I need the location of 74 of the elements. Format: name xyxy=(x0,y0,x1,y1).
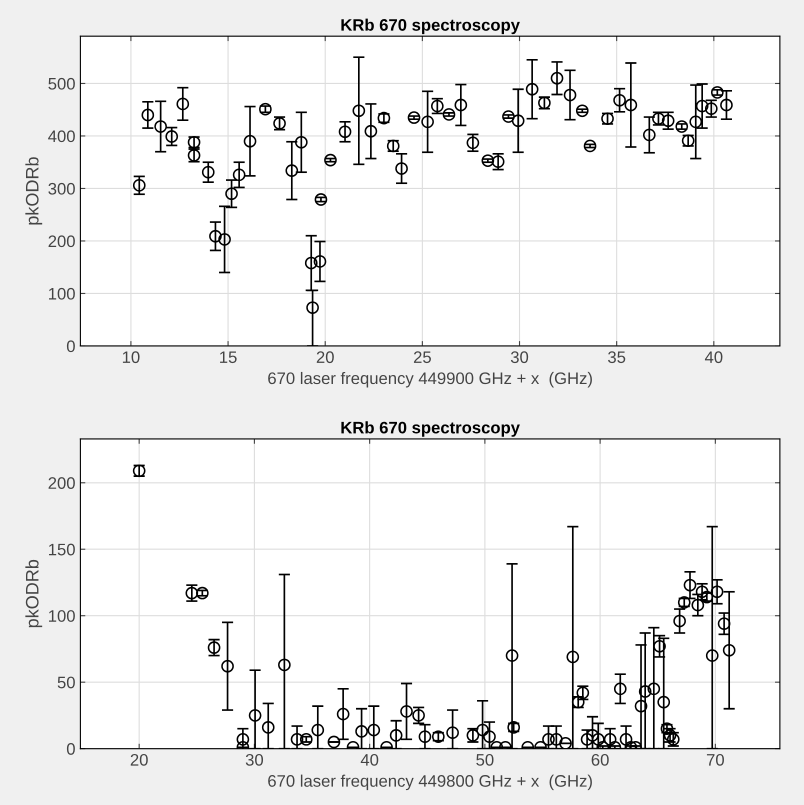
x-tick-label: 10 xyxy=(122,351,140,364)
y-axis-title: pkODRb xyxy=(25,157,42,225)
x-tick-label: 20 xyxy=(130,754,148,766)
x-tick-label: 40 xyxy=(704,351,722,364)
point xyxy=(314,255,326,268)
point xyxy=(324,154,337,166)
point xyxy=(576,104,589,118)
point xyxy=(176,98,190,110)
point xyxy=(704,102,718,115)
point xyxy=(218,233,231,246)
chart-title: KRb 670 spectroscopy xyxy=(341,18,520,34)
y-tick-label: 0 xyxy=(66,340,75,352)
point xyxy=(624,98,638,112)
point xyxy=(720,98,733,112)
point xyxy=(564,88,576,102)
point xyxy=(306,301,319,314)
point xyxy=(454,98,468,112)
point xyxy=(154,120,167,133)
point xyxy=(395,162,408,175)
y-tick-label: 200 xyxy=(48,477,75,489)
point xyxy=(202,166,215,179)
x-tick-label: 50 xyxy=(476,754,494,766)
y-tick-label: 400 xyxy=(48,130,75,142)
point xyxy=(696,100,708,112)
point xyxy=(338,125,352,138)
x-tick-label: 15 xyxy=(220,351,237,364)
x-tick-label: 30 xyxy=(246,754,264,766)
point xyxy=(352,104,366,118)
x-tick-label: 25 xyxy=(414,351,431,364)
point xyxy=(244,134,256,148)
y-tick-label: 150 xyxy=(49,544,75,556)
point xyxy=(232,168,246,182)
y-axis-title: pkODRb xyxy=(25,560,42,628)
point xyxy=(662,114,674,128)
x-tick-label: 60 xyxy=(592,754,609,766)
point xyxy=(314,193,328,206)
point xyxy=(304,256,318,270)
point xyxy=(613,94,626,107)
point xyxy=(466,136,480,150)
y-tick-label: 0 xyxy=(66,743,75,755)
x-axis-title: 670 laser frequency 449900 GHz + x (GHz) xyxy=(268,372,592,388)
x-tick-label: 30 xyxy=(510,351,528,364)
point xyxy=(285,164,298,177)
point xyxy=(259,102,272,116)
y-tick-label: 100 xyxy=(49,610,75,622)
point xyxy=(689,115,702,128)
point xyxy=(225,187,238,200)
point xyxy=(550,72,564,85)
x-tick-label: 20 xyxy=(316,351,334,364)
y-tick-label: 100 xyxy=(49,288,75,300)
point xyxy=(408,111,420,124)
point xyxy=(526,82,538,96)
y-tick-label: 200 xyxy=(48,235,75,248)
point xyxy=(584,140,596,152)
x-tick-label: 40 xyxy=(360,754,378,766)
y-tick-label: 500 xyxy=(48,78,75,90)
point xyxy=(421,115,434,128)
y-tick-label: 300 xyxy=(48,182,75,195)
point xyxy=(642,128,656,142)
x-tick-label: 35 xyxy=(608,351,626,364)
point xyxy=(165,130,178,143)
point xyxy=(482,154,494,167)
point xyxy=(132,179,146,192)
point xyxy=(364,124,378,138)
x-tick-label: 70 xyxy=(706,754,724,766)
point xyxy=(142,108,154,122)
chart-title: KRb 670 spectroscopy xyxy=(341,421,520,437)
x-axis-title: 670 laser frequency 449800 GHz + x (GHz) xyxy=(268,774,592,790)
point xyxy=(492,155,504,168)
y-tick-label: 50 xyxy=(58,676,75,688)
point xyxy=(295,136,308,149)
point xyxy=(512,114,524,128)
point xyxy=(209,230,222,243)
point xyxy=(502,110,515,123)
